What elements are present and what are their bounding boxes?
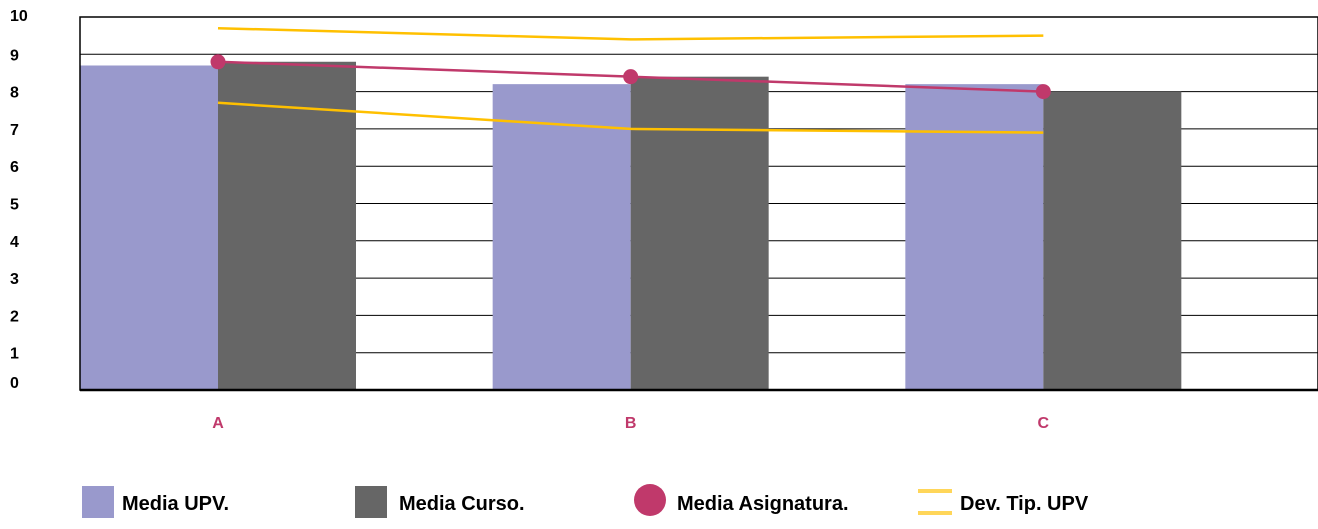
x-tick-label: C bbox=[1038, 415, 1050, 432]
bar-media-curso bbox=[1043, 91, 1182, 390]
y-tick-label: 7 bbox=[10, 122, 19, 139]
y-tick-label: 1 bbox=[10, 346, 19, 363]
y-tick-label: 4 bbox=[10, 234, 19, 251]
y-tick-label: 8 bbox=[10, 85, 19, 102]
legend-swatch-2 bbox=[634, 484, 666, 516]
y-tick-label: 3 bbox=[10, 271, 19, 288]
legend-swatch-3 bbox=[918, 489, 952, 493]
bar-media-upv bbox=[905, 84, 1044, 390]
legend-swatch-1 bbox=[355, 486, 387, 518]
media-asignatura-point bbox=[210, 54, 226, 70]
bar-media-curso bbox=[218, 61, 356, 390]
media-asignatura-point bbox=[623, 69, 639, 85]
legend-label: Media Curso. bbox=[399, 493, 525, 515]
legend-swatch-0 bbox=[82, 486, 114, 518]
y-tick-label: 10 bbox=[10, 8, 28, 25]
bar-media-upv bbox=[80, 65, 218, 391]
legend-label: Dev. Tip. UPV bbox=[960, 493, 1089, 515]
x-tick-label: A bbox=[212, 415, 224, 432]
y-tick-label: 6 bbox=[10, 159, 19, 176]
y-tick-label: 5 bbox=[10, 197, 19, 214]
dev-tip-upv-lower-line bbox=[217, 101, 1044, 134]
legend-label: Media Asignatura. bbox=[677, 493, 849, 515]
bar-media-curso bbox=[630, 76, 769, 391]
media-asignatura-point bbox=[1035, 84, 1051, 100]
y-tick-label: 9 bbox=[10, 47, 19, 64]
x-tick-label: B bbox=[625, 415, 637, 432]
y-tick-label: 0 bbox=[10, 375, 19, 392]
bar-media-upv bbox=[492, 84, 631, 390]
legend-swatch-3 bbox=[918, 511, 952, 515]
legend-label: Media UPV. bbox=[122, 493, 229, 515]
y-tick-label: 2 bbox=[10, 308, 19, 325]
dev-tip-upv-upper-line bbox=[217, 26, 1044, 41]
